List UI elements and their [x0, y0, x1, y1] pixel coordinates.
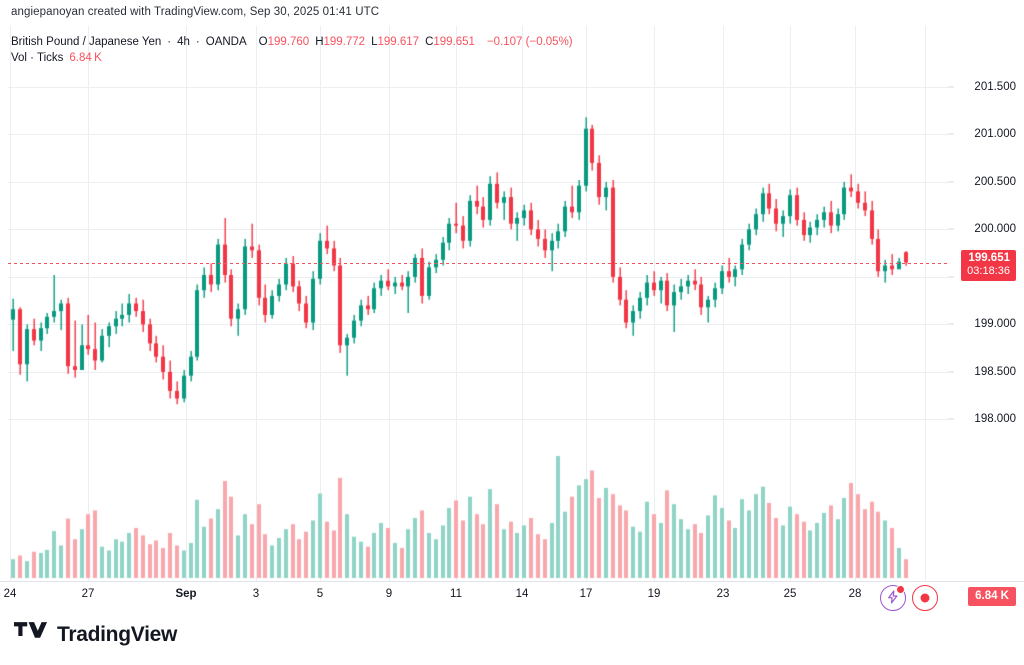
volume-value-badge: 6.84 K — [968, 587, 1016, 606]
current-price-value: 199.651 — [968, 252, 1010, 264]
tradingview-logo[interactable]: TradingView — [14, 622, 177, 647]
time-tick-label: 17 — [579, 588, 593, 600]
candlestick-series — [8, 26, 948, 581]
time-tick-label: 14 — [515, 588, 529, 600]
time-tick-label: 25 — [783, 588, 797, 600]
lightning-bolt-icon — [888, 590, 899, 606]
price-tick-dash — [948, 181, 954, 183]
price-tick-dash — [948, 228, 954, 230]
attribution-watermark: angiepanoyan created with TradingView.co… — [11, 6, 380, 18]
time-tick-label: 5 — [316, 588, 324, 600]
time-tick-label: 19 — [647, 588, 661, 600]
time-tick-label: Sep — [175, 588, 197, 600]
record-button[interactable] — [912, 585, 938, 611]
time-tick-label: 3 — [252, 588, 260, 600]
tradingview-wordmark: TradingView — [57, 622, 178, 646]
price-axis[interactable]: 201.500201.000200.500200.000199.500199.0… — [948, 26, 1024, 606]
price-tick-label: 201.500 — [974, 81, 1016, 93]
price-tick-label: 198.000 — [974, 413, 1016, 425]
time-axis[interactable]: 2427Sep35911141719232528Oct — [0, 581, 1024, 608]
price-tick-dash — [948, 323, 954, 325]
price-tick-label: 201.000 — [974, 128, 1016, 140]
price-tick-label: 200.500 — [974, 176, 1016, 188]
footer-bar: TradingView — [0, 607, 1024, 665]
price-tick-dash — [948, 276, 954, 278]
price-tick-dash — [948, 133, 954, 135]
time-tick-label: 27 — [81, 588, 95, 600]
time-tick-label: 9 — [385, 588, 393, 600]
chart-frame: British Pound / Japanese Yen · 4h · OANDA O19… — [0, 26, 1024, 611]
price-tick-label: 199.000 — [974, 318, 1016, 330]
price-tick-label: 200.000 — [974, 223, 1016, 235]
time-tick-label: 24 — [3, 588, 17, 600]
chart-plot-area[interactable] — [8, 26, 948, 581]
current-price-tag[interactable]: 199.651 03:18:36 — [961, 250, 1016, 281]
current-price-line — [8, 263, 948, 264]
alert-notification-dot — [896, 585, 905, 594]
bar-countdown: 03:18:36 — [967, 265, 1010, 277]
price-tick-dash — [948, 418, 954, 420]
alert-button[interactable] — [880, 585, 906, 611]
tradingview-mark-icon — [14, 622, 48, 647]
time-tick-label: 28 — [848, 588, 862, 600]
price-tick-dash — [948, 86, 954, 88]
price-tick-label: 198.500 — [974, 366, 1016, 378]
time-tick-label: 23 — [716, 588, 730, 600]
time-tick-label: 11 — [450, 588, 462, 600]
record-dot-icon — [920, 593, 930, 603]
price-tick-dash — [948, 371, 954, 373]
